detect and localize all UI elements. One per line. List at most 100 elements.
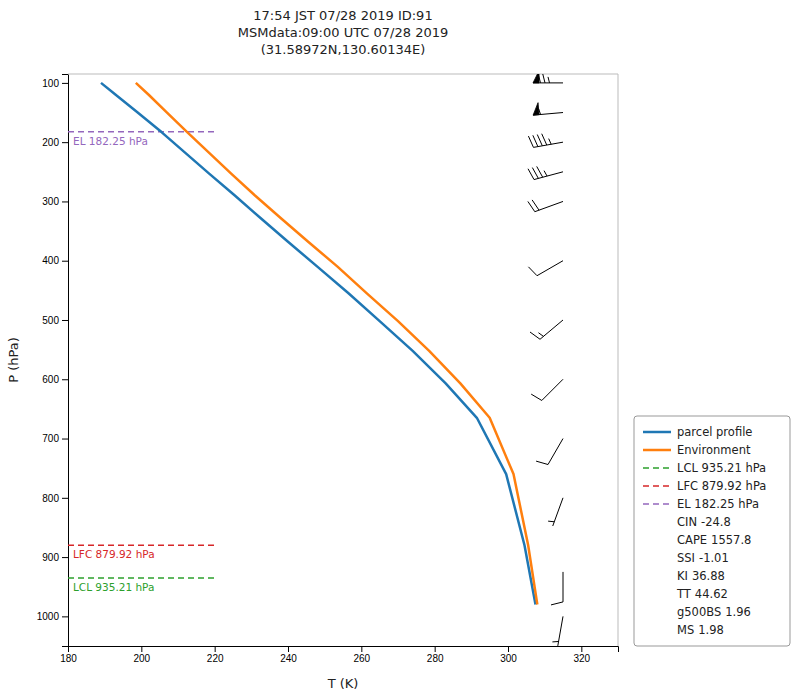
legend-item: parcel profile <box>643 425 752 439</box>
y-tick-mark <box>62 142 68 143</box>
series-line <box>136 83 538 605</box>
x-tick: 260 <box>353 646 370 664</box>
wind-barb <box>528 134 563 148</box>
legend-item: g500BS1.96 <box>677 605 751 619</box>
barb-full <box>531 394 542 400</box>
title-line: MSMdata:09:00 UTC 07/28 2019 <box>238 25 449 40</box>
barb-full <box>537 135 542 146</box>
y-tick: 800 <box>42 493 68 504</box>
x-tick-label: 320 <box>573 653 590 664</box>
wind-barb <box>530 320 563 339</box>
y-tick-mark <box>62 83 68 84</box>
wind-barb <box>551 572 563 605</box>
x-tick-mark <box>361 646 362 652</box>
x-axis: 180200220240260280300320 <box>60 646 618 664</box>
legend-item: CAPE 1557.8 <box>677 533 751 547</box>
y-tick-mark <box>62 201 68 202</box>
barb-full <box>533 135 538 146</box>
level-line <box>68 577 215 579</box>
legend-item: Environment <box>643 443 751 457</box>
legend: parcel profile Environment LCL 935.21 hPa L… <box>634 416 790 646</box>
y-tick: 200 <box>42 137 68 148</box>
x-tick-label: 200 <box>133 653 150 664</box>
x-axis-label: T (K) <box>327 676 359 691</box>
barb-full <box>542 74 545 83</box>
y-tick: 100 <box>42 78 68 89</box>
wind-barb <box>533 103 563 115</box>
barb-full <box>528 169 534 180</box>
barb-half <box>548 521 554 523</box>
y-tick-label: 100 <box>42 78 59 89</box>
y-tick: 900 <box>42 552 68 563</box>
x-tick-mark <box>215 646 216 652</box>
barb-full <box>542 134 547 145</box>
wind-barb <box>548 498 563 526</box>
title-line: (31.58972N,130.60134E) <box>261 42 426 57</box>
legend-stat-name: MS <box>677 623 694 637</box>
barb-half <box>548 77 550 83</box>
y-tick-label: 300 <box>42 196 59 207</box>
legend-stat-name: CAPE <box>677 533 707 547</box>
wind-barb <box>536 439 563 465</box>
legend-label: LCL 935.21 hPa <box>677 461 766 475</box>
y-tick-mark <box>62 439 68 440</box>
barb-half <box>549 139 552 145</box>
barb-full <box>528 136 533 147</box>
y-tick-label: 400 <box>42 255 59 266</box>
title: 17:54 JST 07/28 2019 ID:91MSMdata:09:00 … <box>238 8 449 57</box>
barb-staff <box>534 172 563 180</box>
x-tick-mark <box>581 646 582 652</box>
barb-staff <box>537 261 563 276</box>
barb-half <box>539 109 541 115</box>
y-tick-mark <box>62 320 68 321</box>
legend-stat-name: CIN <box>677 515 697 529</box>
x-tick-mark <box>141 646 142 652</box>
legend-stat-name: KI <box>677 569 688 583</box>
legend-swatch <box>643 431 671 434</box>
legend-stat-name: TT <box>676 587 692 601</box>
x-tick: 300 <box>500 646 517 664</box>
y-tick: 1000 <box>37 611 68 622</box>
wind-barb <box>528 261 563 276</box>
legend-swatch <box>643 467 671 469</box>
y-tick-label: 800 <box>42 493 59 504</box>
level-label: EL 182.25 hPa <box>73 135 148 147</box>
legend-stat-value: 44.62 <box>695 587 728 601</box>
y-tick-label: 900 <box>42 552 59 563</box>
level-label: LCL 935.21 hPa <box>73 581 154 593</box>
legend-item: KI 36.88 <box>677 569 725 583</box>
barb-staff <box>548 439 563 465</box>
x-tick: 240 <box>280 646 297 664</box>
x-tick: 200 <box>133 646 150 664</box>
chart: 1802002202402602803003201002003004005006… <box>0 0 800 700</box>
legend-item: SSI-1.01 <box>677 551 729 565</box>
legend-stat-value: -24.8 <box>701 515 731 529</box>
y-axis-line <box>62 75 69 647</box>
legend-stat-value: -1.01 <box>699 551 729 565</box>
legend-swatch <box>643 449 671 452</box>
series-line <box>101 83 536 605</box>
legend-item: LFC 879.92 hPa <box>643 479 766 493</box>
x-tick-label: 240 <box>280 653 297 664</box>
y-tick-label: 600 <box>42 374 59 385</box>
legend-stat-value: 1557.8 <box>711 533 751 547</box>
y-tick-label: 700 <box>42 433 59 444</box>
barb-full <box>536 461 548 464</box>
y-tick: 300 <box>42 196 68 207</box>
x-tick-label: 300 <box>500 653 517 664</box>
legend-stat-value: 36.88 <box>692 569 725 583</box>
x-tick-label: 280 <box>427 653 444 664</box>
barb-full <box>528 267 537 276</box>
barb-half <box>544 171 547 176</box>
legend-swatch <box>643 485 671 487</box>
y-tick-mark <box>62 557 68 558</box>
y-tick-mark <box>62 261 68 262</box>
legend-stat-value: 1.98 <box>698 623 724 637</box>
y-tick-mark <box>62 498 68 499</box>
x-tick-mark <box>435 646 436 652</box>
y-tick-label: 500 <box>42 315 59 326</box>
wind-barb <box>552 616 563 646</box>
wind-barb <box>533 74 563 83</box>
barb-staff <box>533 142 563 147</box>
barb-half <box>538 333 543 337</box>
